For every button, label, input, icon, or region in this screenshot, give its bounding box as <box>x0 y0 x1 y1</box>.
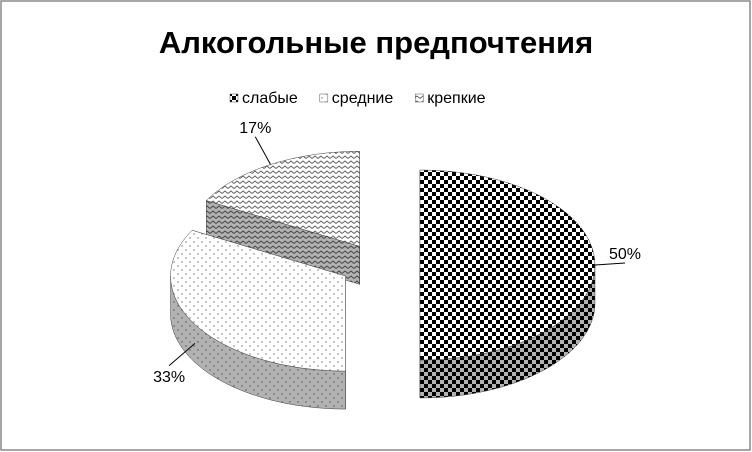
legend-swatch <box>229 93 239 103</box>
plot-area: 50% 33% 17% <box>153 120 641 410</box>
legend-label: средние <box>332 90 394 107</box>
legend-label: крепкие <box>427 90 485 107</box>
chart-title: Алкогольные предпочтения <box>159 25 593 60</box>
slice-side-shade <box>206 200 360 285</box>
pie-slice <box>205 151 360 285</box>
data-label: 50% <box>609 246 641 263</box>
legend-label: слабые <box>242 90 298 107</box>
slice-side-shade <box>420 265 595 398</box>
slice-side-shade <box>170 276 346 410</box>
legend: слабые средние крепкие <box>229 90 486 107</box>
leader-line <box>594 262 626 266</box>
legend-swatch <box>319 93 329 103</box>
slice-top <box>170 230 346 372</box>
pie-slice <box>170 229 346 410</box>
data-label: 33% <box>153 369 185 386</box>
leader-line <box>168 343 196 367</box>
leader-line <box>254 136 271 165</box>
legend-swatch <box>415 93 424 103</box>
data-label: 17% <box>239 120 271 137</box>
